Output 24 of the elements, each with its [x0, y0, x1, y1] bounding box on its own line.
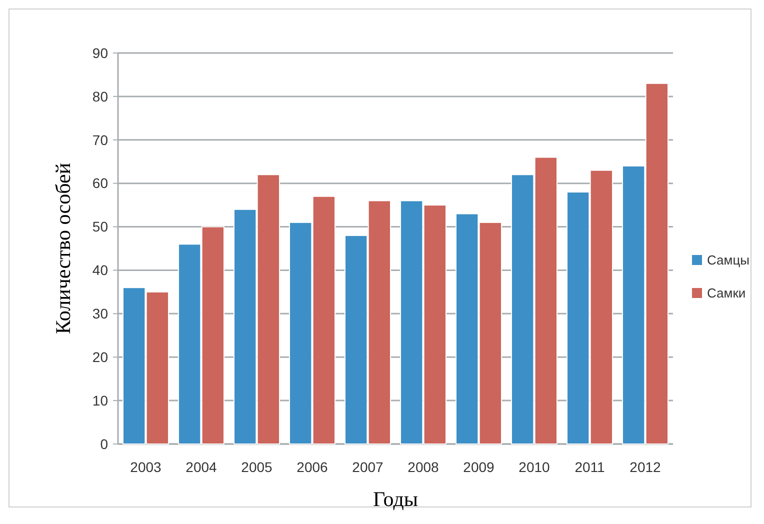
y-tick-label: 40 — [92, 262, 108, 278]
x-tick-label: 2003 — [130, 459, 162, 475]
x-axis-title: Годы — [373, 487, 418, 511]
x-tick-label: 2004 — [186, 459, 218, 475]
x-tick-label: 2008 — [408, 459, 440, 475]
y-tick-label: 80 — [92, 88, 108, 104]
y-tick-label: 10 — [92, 392, 108, 408]
x-tick-label: 2009 — [463, 459, 495, 475]
y-tick-label: 60 — [92, 175, 108, 192]
y-tick-label: 70 — [92, 132, 108, 148]
y-tick-label: 0 — [100, 436, 108, 452]
legend-label: Самцы — [707, 252, 750, 268]
y-tick-label: 30 — [92, 306, 108, 322]
x-tick-label: 2007 — [352, 459, 384, 475]
y-tick-label: 20 — [92, 349, 108, 366]
legend-label: Самки — [707, 286, 746, 301]
y-axis-title: Количество особей — [51, 162, 75, 334]
y-tick-label: 90 — [92, 44, 108, 61]
x-tick-label: 2012 — [630, 459, 662, 475]
x-tick-label: 2006 — [296, 459, 328, 475]
x-tick-label: 2011 — [574, 459, 606, 475]
x-tick-label: 2005 — [241, 459, 273, 475]
x-tick-label: 2010 — [518, 459, 550, 475]
y-tick-label: 50 — [92, 218, 108, 235]
